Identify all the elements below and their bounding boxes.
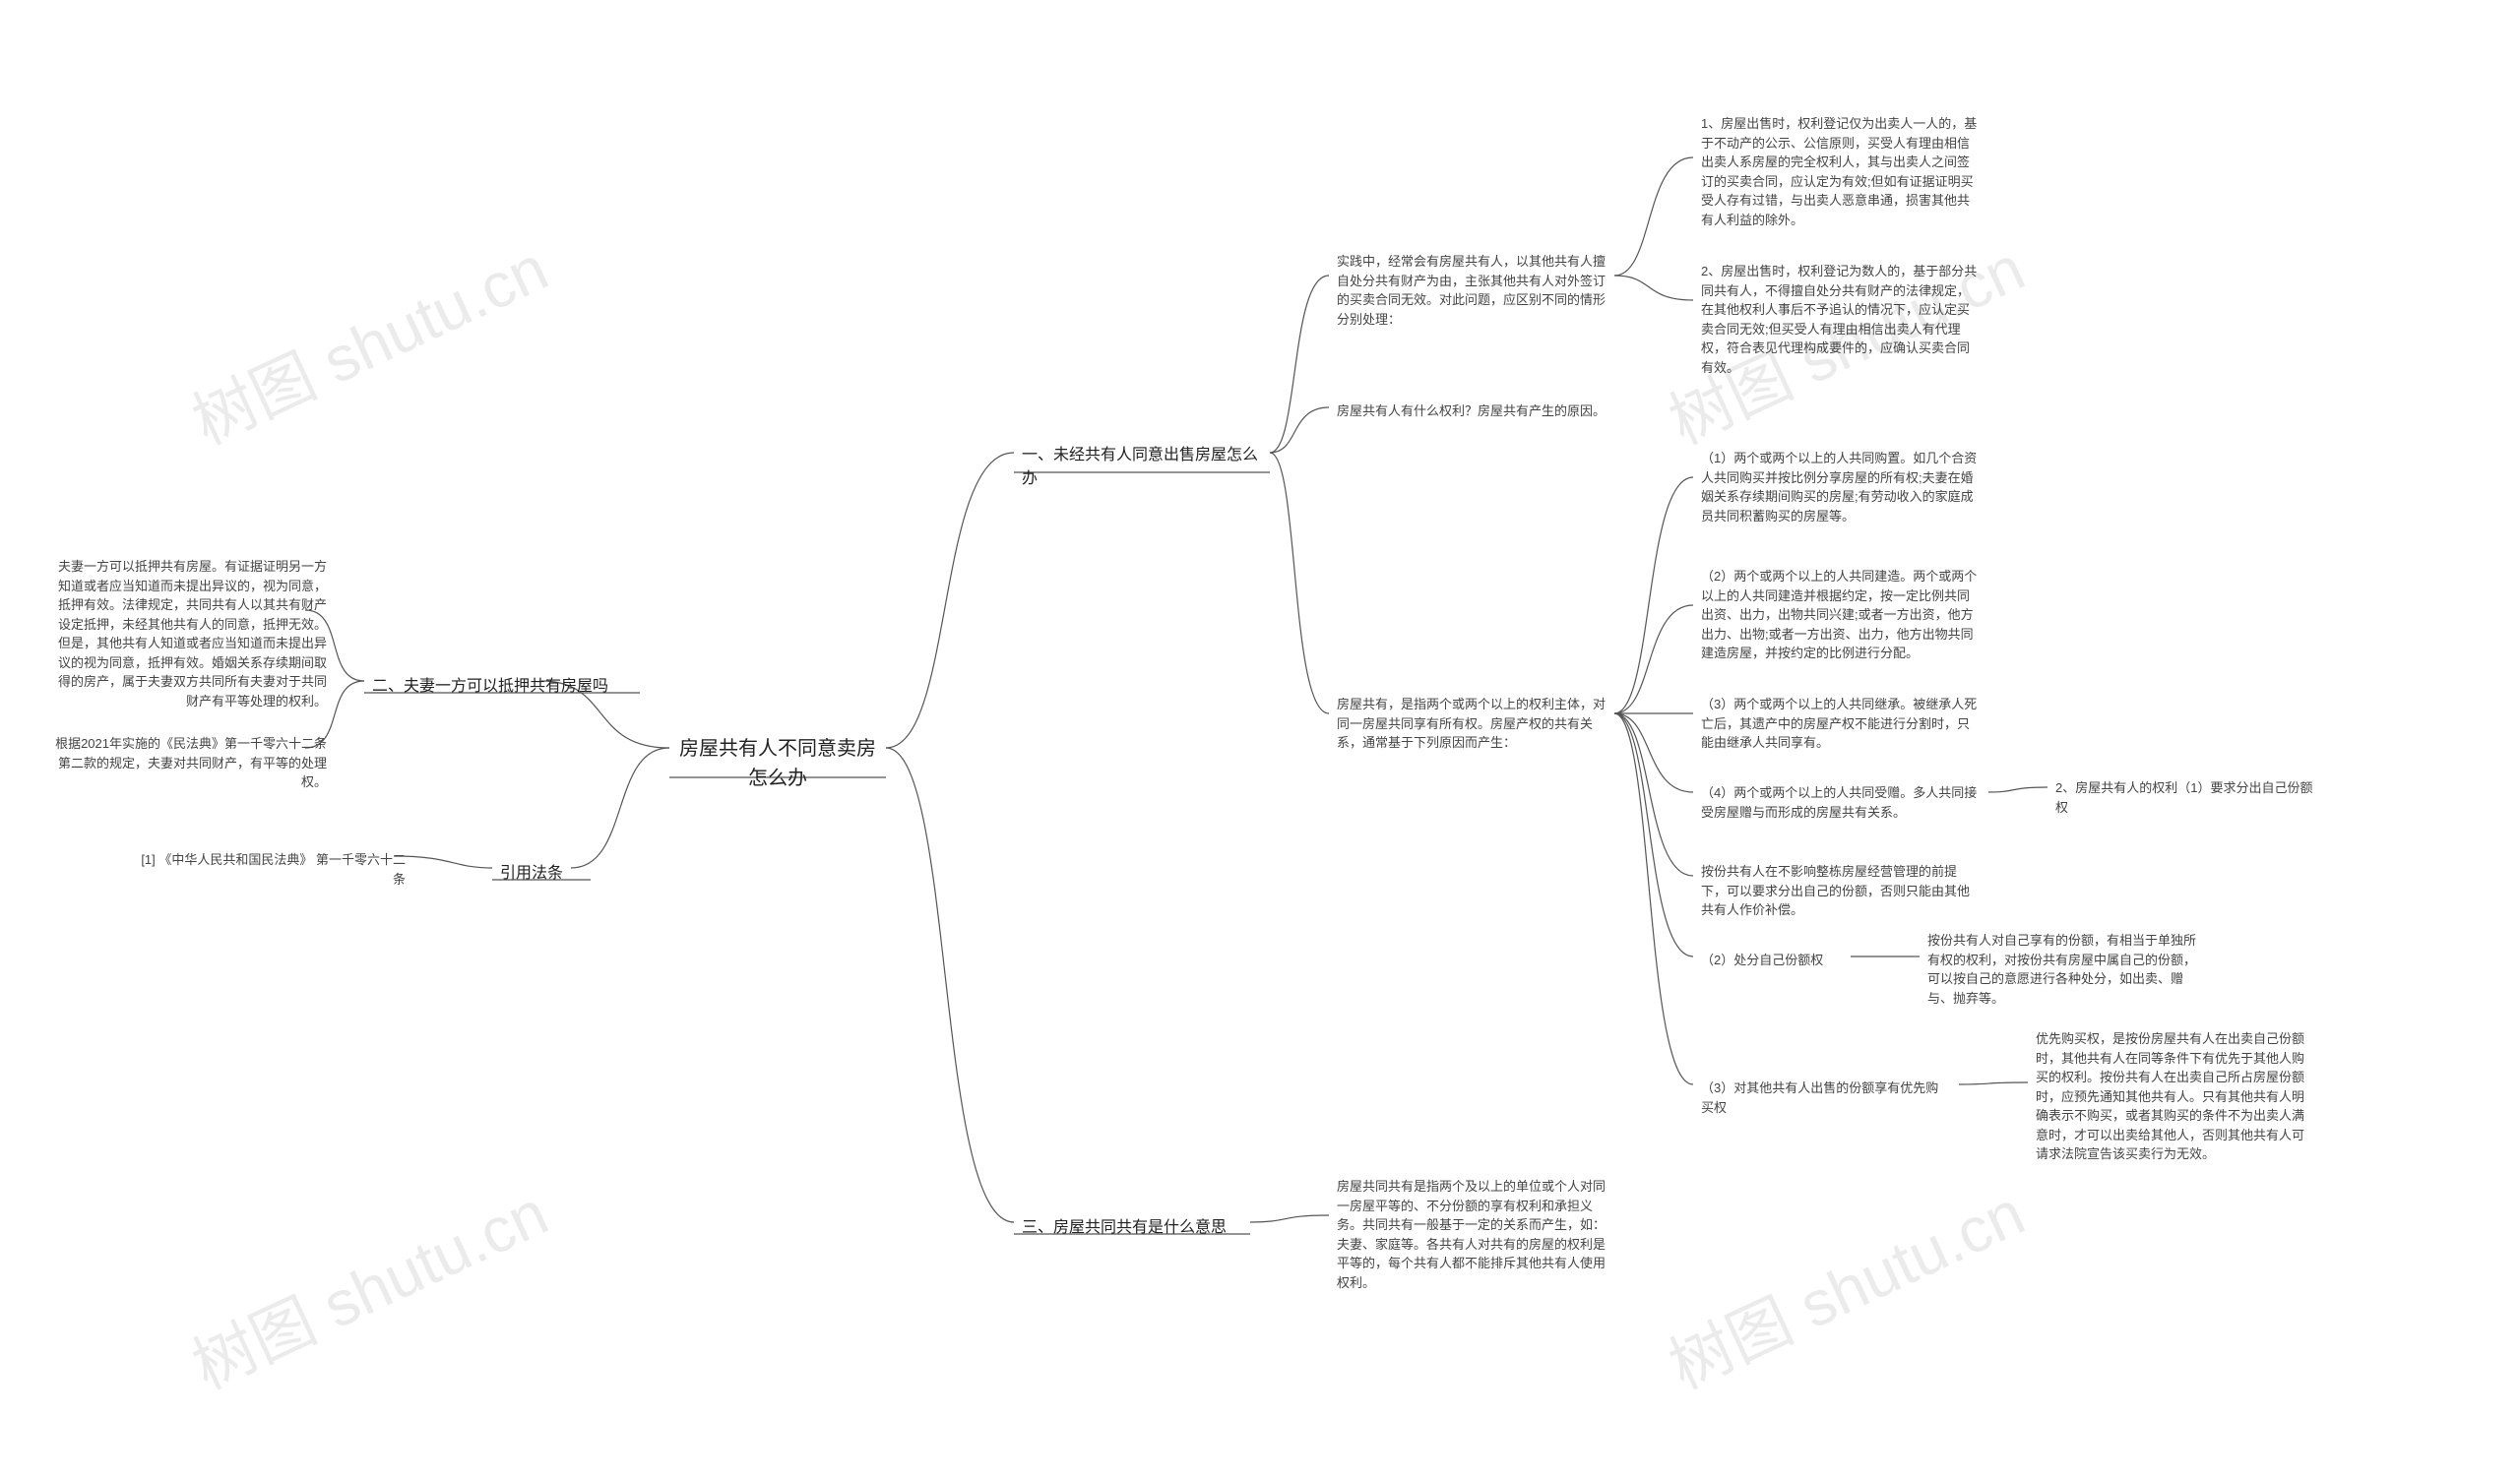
branch-r1: 一、未经共有人同意出售房屋怎么办 [1014,438,1270,497]
leaf-r1a: 实践中，经常会有房屋共有人，以其他共有人擅自处分共有财产为由，主张其他共有人对外… [1329,246,1614,335]
leaf-l1b: 根据2021年实施的《民法典》第一千零六十二条第二款的规定，夫妻对共同财产，有平… [39,728,335,798]
leaf-r1a2: 2、房屋出售时，权利登记为数人的，基于部分共同共有人，不得擅自处分共有财产的法律… [1693,256,1988,383]
leaf-r1c6a: 按份共有人对自己享有的份额，有相当于单独所有权的权利，对按份共有房屋中属自己的份… [1920,925,2215,1014]
leaf-r1c4: （4）两个或两个以上的人共同受赠。多人共同接受房屋赠与而形成的房屋共有关系。 [1693,777,1988,828]
leaf-r2a: 房屋共同共有是指两个及以上的单位或个人对同一房屋平等的、不分份额的享有权利和承担… [1329,1171,1624,1298]
leaf-r1a1: 1、房屋出售时，权利登记仅为出卖人一人的，基于不动产的公示、公信原则，买受人有理… [1693,108,1988,235]
branch-l1: 二、夫妻一方可以抵押共有房屋吗 [364,669,640,705]
connector-layer [0,0,2520,1480]
leaf-r1c4a: 2、房屋共有人的权利（1）要求分出自己份额权 [2048,772,2333,823]
branch-r2: 三、房屋共同共有是什么意思 [1014,1210,1250,1246]
leaf-l2a: [1] 《中华人民共和国民法典》 第一千零六十二条 [128,844,413,894]
leaf-r1c5: 按份共有人在不影响整栋房屋经营管理的前提下，可以要求分出自己的份额，否则只能由其… [1693,856,1988,926]
leaf-r1c6: （2）处分自己份额权 [1693,945,1851,976]
leaf-r1c3: （3）两个或两个以上的人共同继承。被继承人死亡后，其遗产中的房屋产权不能进行分割… [1693,689,1988,759]
watermark: 树图 shutu.cn [176,218,560,462]
branch-l2: 引用法条 [492,856,591,892]
leaf-r1c7: （3）对其他共有人出售的份额享有优先购买权 [1693,1073,1959,1123]
leaf-r1b: 房屋共有人有什么权利？房屋共有产生的原因。 [1329,396,1614,427]
watermark: 树图 shutu.cn [1653,1163,2037,1406]
leaf-l1a: 夫妻一方可以抵押共有房屋。有证据证明另一方知道或者应当知道而未提出异议的，视为同… [39,551,335,716]
leaf-r1c1: （1）两个或两个以上的人共同购置。如几个合资人共同购买并按比例分享房屋的所有权;… [1693,443,1988,531]
leaf-r1c2: （2）两个或两个以上的人共同建造。两个或两个以上的人共同建造并根据约定，按一定比… [1693,561,1988,669]
leaf-r1c: 房屋共有，是指两个或两个以上的权利主体，对同一房屋共同享有所有权。房屋产权的共有… [1329,689,1614,759]
root-node: 房屋共有人不同意卖房怎么办 [669,728,886,799]
leaf-r1c7a: 优先购买权，是按份房屋共有人在出卖自己份额时，其他共有人在同等条件下有优先于其他… [2028,1023,2323,1170]
watermark: 树图 shutu.cn [176,1163,560,1406]
